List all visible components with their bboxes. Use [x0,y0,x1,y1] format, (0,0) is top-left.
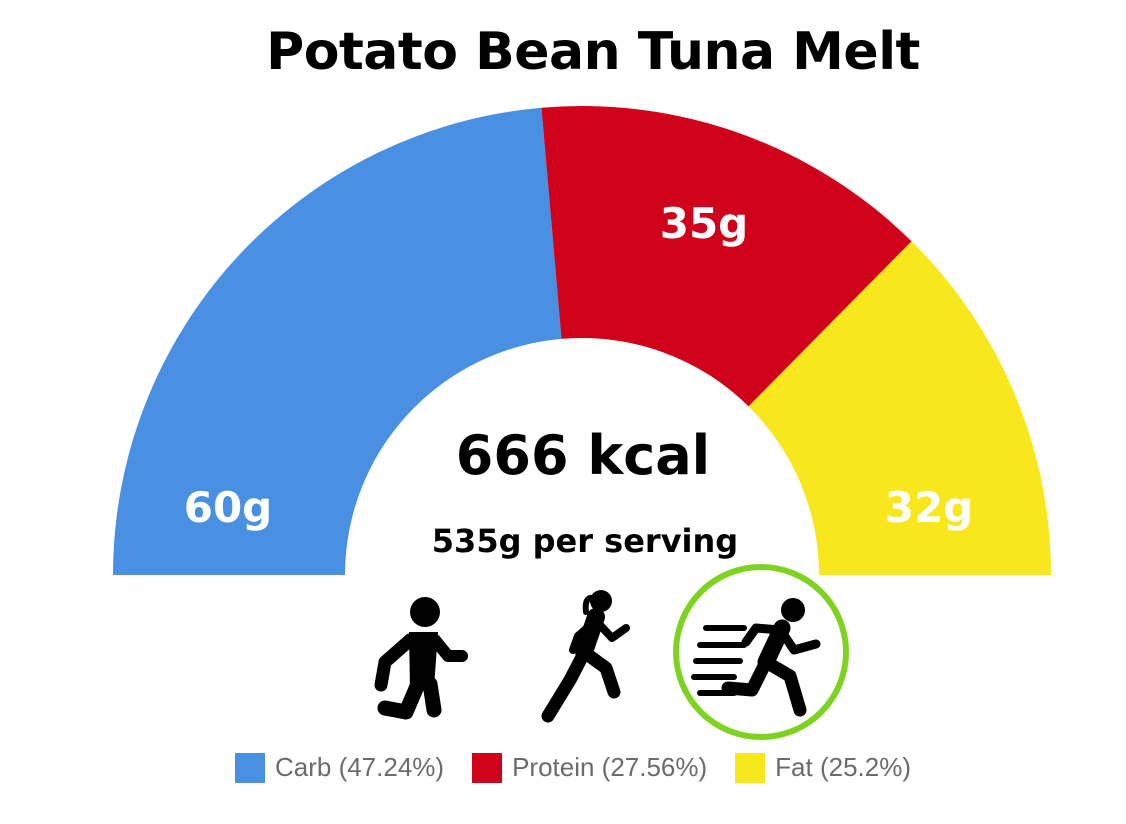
selected-activity-ring [673,564,849,740]
walking-icon [374,597,468,720]
fat-segment [748,241,1051,575]
running-fast-icon [691,598,821,717]
serving-size: 535g per serving [432,522,738,560]
jogging-icon [541,590,630,723]
protein-swatch [472,752,503,783]
gauge-segment-labels: 60g 35g 32g [184,199,974,532]
protein-segment [541,106,912,407]
fat-value-label: 32g [885,483,974,532]
fat-legend-label: Fat (25.2%) [775,752,911,782]
carb-swatch [234,752,265,783]
gauge-segments [113,106,1051,575]
chart-title: Potato Bean Tuna Melt [266,22,920,82]
legend-item-protein: Protein (27.56%) [472,752,707,783]
fat-swatch [735,752,766,783]
calories-value: 666 kcal [456,424,710,487]
macro-gauge: 60g 35g 32g 666 kcal 535g per serving [113,106,1051,575]
carb-legend-label: Carb (47.24%) [274,752,445,782]
legend-item-carb: Carb (47.24%) [234,752,445,783]
carb-value-label: 60g [184,483,273,532]
legend-item-fat: Fat (25.2%) [735,752,911,783]
protein-legend-label: Protein (27.56%) [512,752,708,782]
carb-segment [113,107,562,575]
legend: Carb (47.24%) Protein (27.56%) Fat (25.2… [0,752,1126,783]
protein-value-label: 35g [660,199,749,248]
